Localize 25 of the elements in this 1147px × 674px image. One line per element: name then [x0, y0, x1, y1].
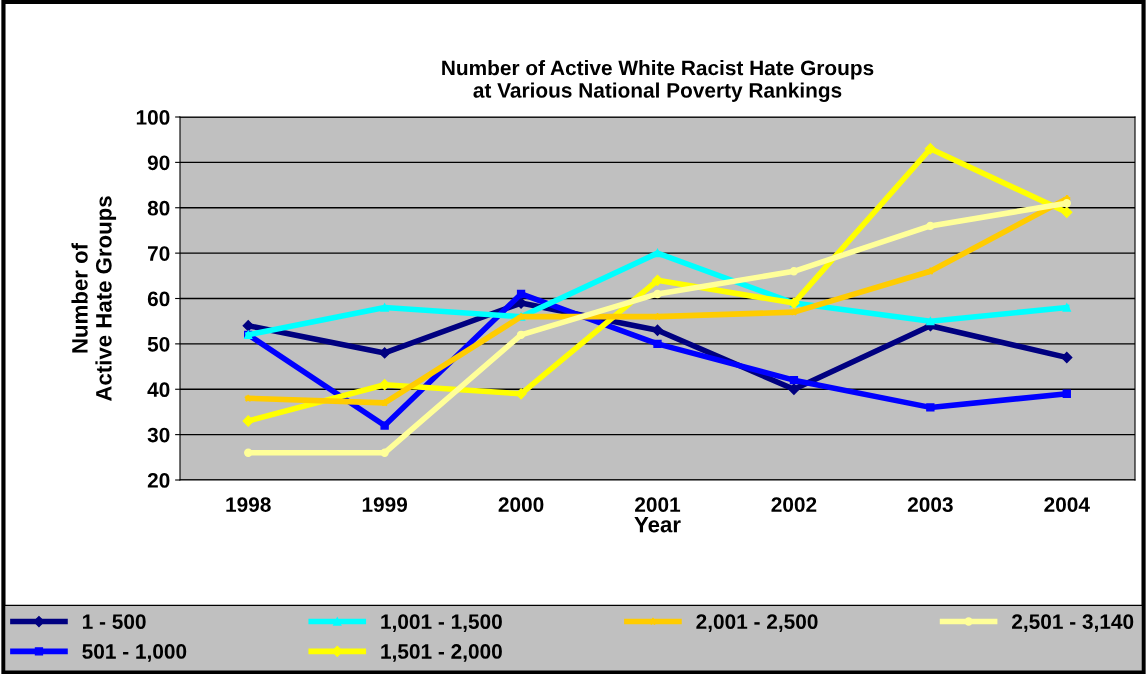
y-tick-label: 90 — [147, 155, 170, 171]
legend-label: 2,501 - 3,140 — [1012, 614, 1134, 633]
y-tick-label: 100 — [136, 110, 170, 125]
y-tick-label: 50 — [147, 336, 170, 352]
legend-label: 2,001 - 2,500 — [696, 614, 818, 633]
y-tick-label: 60 — [147, 291, 170, 307]
y-tick-label: 40 — [147, 382, 170, 397]
legend-label: 1,001 - 1,500 — [381, 614, 502, 633]
legend-label: 1 - 500 — [82, 614, 146, 630]
x-tick-label: 2003 — [907, 497, 953, 512]
x-tick-label: 1998 — [226, 497, 271, 512]
x-tick-label: 1999 — [362, 497, 408, 512]
x-axis-title: Year — [634, 516, 681, 533]
x-tick-label: 2000 — [498, 497, 544, 512]
x-tick-label: 2002 — [771, 497, 817, 512]
legend-label: 1,501 - 2,000 — [381, 644, 502, 662]
x-tick-label: 2001 — [635, 497, 681, 512]
legend-label: 501 - 1,000 — [82, 644, 187, 662]
chart-title: Number of Active White Racist Hate Groups at Various National Poverty Rankings — [442, 60, 874, 102]
x-tick-label: 2004 — [1044, 497, 1090, 512]
y-tick-label: 70 — [148, 246, 170, 261]
y-tick-label: 30 — [147, 427, 170, 443]
y-axis-title: Number of Active Hate Groups — [71, 196, 117, 402]
y-tick-label: 80 — [147, 200, 170, 216]
y-tick-label: 20 — [147, 473, 170, 488]
